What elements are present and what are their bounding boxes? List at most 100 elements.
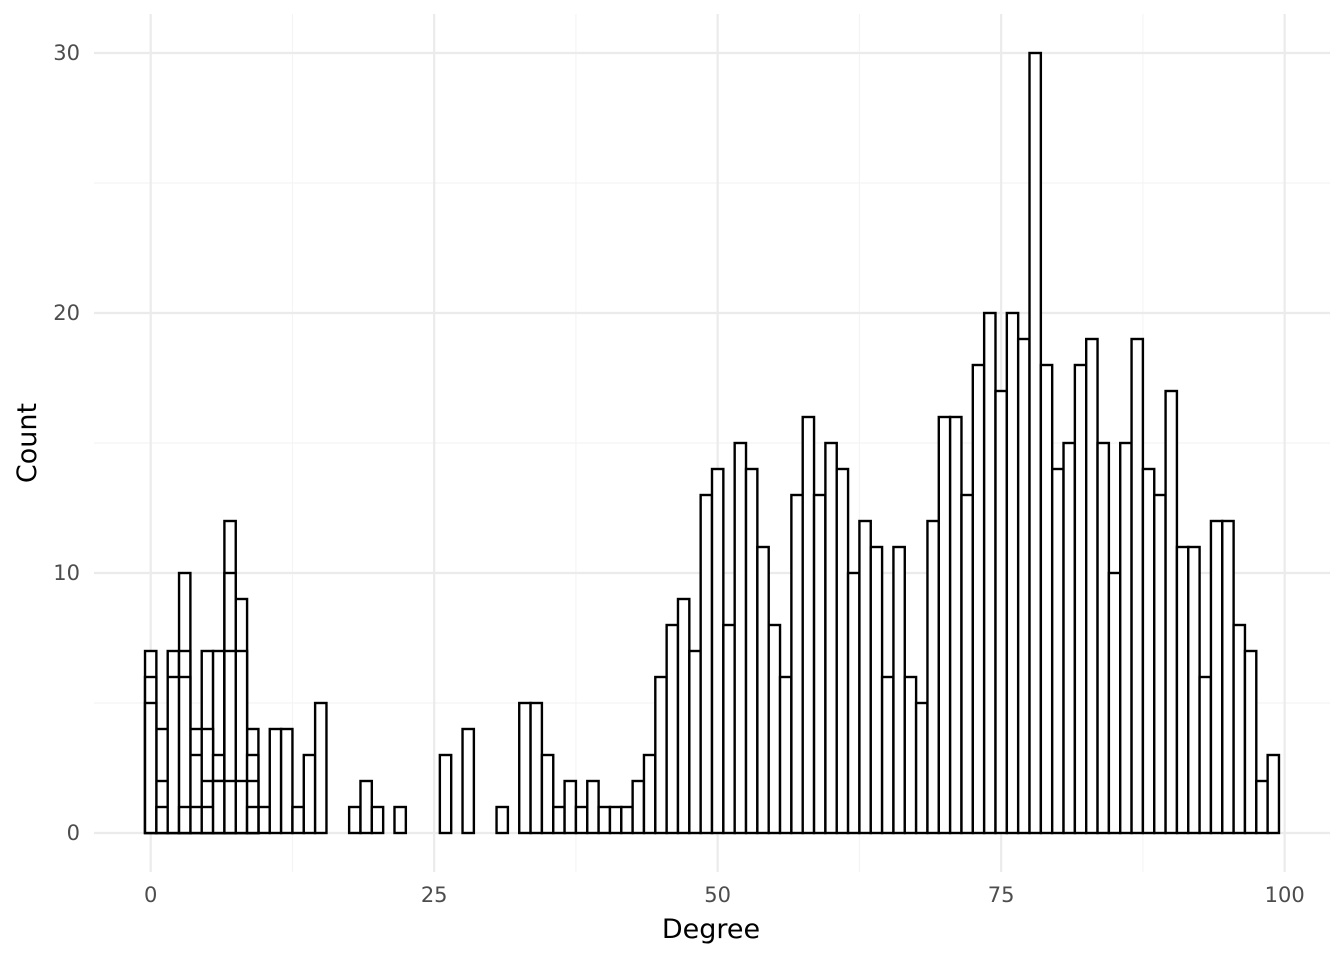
- histogram-bar: [313, 701, 328, 835]
- histogram-bar: [257, 805, 271, 835]
- histogram-bar: [1255, 779, 1269, 835]
- histogram-bar: [688, 649, 702, 835]
- histogram-bar: [1050, 467, 1065, 835]
- histogram-bar: [1209, 519, 1224, 835]
- histogram-bar: [234, 779, 249, 835]
- histogram-bar: [892, 545, 906, 835]
- histogram-bar: [801, 415, 816, 835]
- histogram-bar: [268, 727, 283, 835]
- histogram-bar: [631, 779, 646, 835]
- histogram-bar: [1016, 337, 1031, 835]
- x-axis-ticks: 0 25 50 75 100: [144, 883, 1305, 907]
- y-axis-ticks: 0 10 20 30: [53, 41, 80, 845]
- histogram-bar: [1119, 441, 1133, 835]
- histogram-bar: [1005, 311, 1020, 835]
- x-axis-title: Degree: [662, 914, 760, 945]
- histogram-bars: [143, 51, 1281, 835]
- histogram-bar: [347, 805, 362, 835]
- histogram-bar: [1141, 467, 1156, 835]
- histogram-bar: [189, 805, 203, 835]
- histogram-bar: [359, 779, 374, 835]
- x-tick-label: 0: [144, 883, 157, 907]
- histogram-bar: [370, 805, 385, 835]
- histogram-bar: [529, 701, 544, 835]
- histogram-bar: [177, 805, 192, 835]
- y-tick-label: 20: [53, 301, 80, 325]
- histogram-bar: [824, 441, 838, 835]
- y-tick-label: 30: [53, 41, 80, 65]
- histogram-bar: [1039, 363, 1054, 835]
- histogram-bar: [699, 493, 714, 835]
- histogram-bar: [393, 805, 408, 835]
- histogram-bar: [654, 675, 668, 835]
- histogram-bar: [1221, 519, 1235, 835]
- histogram-bar: [914, 701, 929, 835]
- histogram-bar: [1062, 441, 1077, 835]
- histogram-bar: [1232, 623, 1247, 835]
- histogram-bar: [665, 623, 680, 835]
- histogram-bar: [676, 597, 691, 835]
- histogram-bar: [937, 415, 952, 835]
- histogram-bar: [756, 545, 770, 835]
- histogram-bar: [597, 805, 612, 835]
- histogram-bar: [1198, 675, 1213, 835]
- histogram-bar: [586, 779, 600, 835]
- histogram-bar: [903, 675, 918, 835]
- histogram-bar: [790, 493, 804, 835]
- histogram-bar: [1243, 649, 1258, 835]
- x-tick-label: 100: [1265, 883, 1305, 907]
- histogram-bar: [1175, 545, 1190, 835]
- x-tick-label: 25: [421, 883, 448, 907]
- histogram-bar: [869, 545, 884, 835]
- histogram-bar: [948, 415, 963, 835]
- histogram-bar: [1130, 337, 1145, 835]
- histogram-bar: [155, 805, 169, 835]
- histogram-bar: [574, 805, 589, 835]
- histogram-bar: [1107, 571, 1122, 835]
- histogram-bar: [778, 675, 793, 835]
- histogram-bar: [971, 363, 986, 835]
- histogram-bar: [302, 753, 317, 835]
- histogram-bar: [880, 675, 895, 835]
- histogram-bar: [744, 467, 759, 835]
- histogram-bar: [1096, 441, 1111, 835]
- histogram-bar: [166, 675, 181, 835]
- histogram-bar: [926, 519, 940, 835]
- histogram-bar: [291, 805, 305, 835]
- y-tick-label: 0: [67, 821, 80, 845]
- x-tick-label: 50: [704, 883, 731, 907]
- histogram-bar: [1266, 753, 1281, 835]
- histogram-bar: [812, 493, 827, 835]
- histogram-bar: [1153, 493, 1167, 835]
- histogram-bar: [540, 753, 555, 835]
- histogram-bar: [994, 389, 1009, 835]
- histogram-bar: [835, 467, 850, 835]
- histogram-bar: [767, 623, 782, 835]
- histogram-bar: [858, 519, 872, 835]
- histogram-bar: [608, 805, 623, 835]
- histogram-bar: [211, 779, 226, 835]
- histogram-bar: [982, 311, 997, 835]
- histogram-bar: [960, 493, 975, 835]
- histogram-bar: [223, 779, 237, 835]
- x-tick-label: 75: [988, 883, 1015, 907]
- histogram-bar: [563, 779, 578, 835]
- histogram-bar: [710, 467, 725, 835]
- y-axis-title: Count: [12, 403, 43, 483]
- histogram-bar: [1028, 51, 1043, 835]
- histogram-bar: [552, 805, 566, 835]
- histogram-bar: [143, 701, 158, 835]
- histogram-bar: [642, 753, 657, 835]
- histogram-bar: [461, 727, 476, 835]
- histogram-bar: [279, 727, 294, 835]
- histogram-bar: [1085, 337, 1099, 835]
- histogram-bar: [245, 805, 260, 835]
- histogram-bar: [846, 571, 861, 835]
- histogram-bar: [620, 805, 634, 835]
- histogram-bar: [438, 753, 453, 835]
- histogram-bar: [1073, 363, 1088, 835]
- histogram-bar: [733, 441, 748, 835]
- histogram-bar: [1187, 545, 1201, 835]
- histogram-bar: [518, 701, 532, 835]
